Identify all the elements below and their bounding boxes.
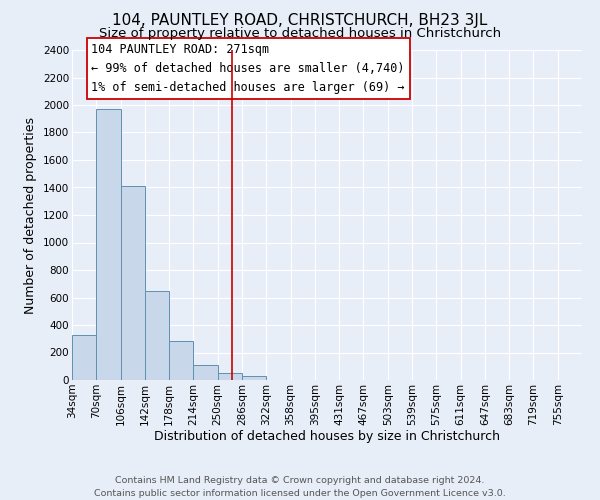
Bar (193, 365, 218, 380)
Text: 104, PAUNTLEY ROAD, CHRISTCHURCH, BH23 3JL: 104, PAUNTLEY ROAD, CHRISTCHURCH, BH23 3… (112, 12, 488, 28)
Bar (96, 109, 121, 380)
Bar (145, 290, 169, 380)
Bar (218, 373, 242, 380)
Text: 104 PAUNTLEY ROAD: 271sqm
← 99% of detached houses are smaller (4,740)
1% of sem: 104 PAUNTLEY ROAD: 271sqm ← 99% of detac… (91, 43, 405, 94)
Y-axis label: Number of detached properties: Number of detached properties (25, 116, 37, 314)
X-axis label: Distribution of detached houses by size in Christchurch: Distribution of detached houses by size … (154, 430, 500, 444)
Text: Contains HM Land Registry data © Crown copyright and database right 2024.
Contai: Contains HM Land Registry data © Crown c… (94, 476, 506, 498)
Bar (242, 376, 266, 380)
Bar (121, 186, 145, 380)
Text: Size of property relative to detached houses in Christchurch: Size of property relative to detached ho… (99, 28, 501, 40)
Bar (169, 341, 193, 380)
Bar (72, 334, 96, 380)
